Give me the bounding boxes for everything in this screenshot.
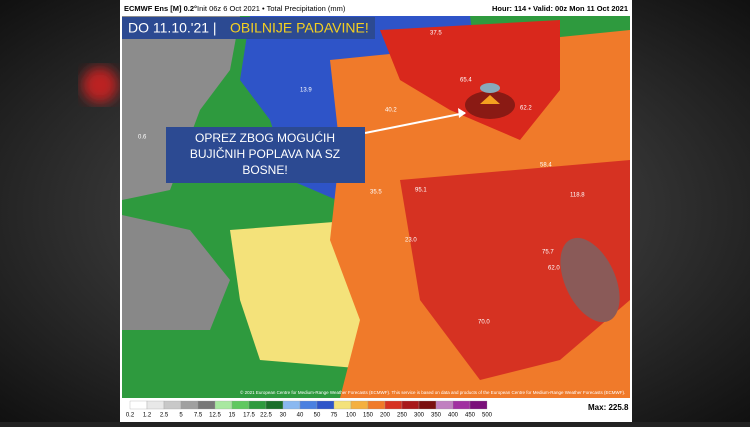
map-label: 62.0 [548, 266, 560, 272]
map-label: 58.4 [540, 163, 552, 169]
banner-title: OBILNIJE PADAVINE! [230, 20, 369, 36]
bg-light [82, 67, 118, 103]
legend-label: 200 [380, 413, 391, 419]
legend-label: 450 [465, 413, 476, 419]
map-label: 95.1 [415, 188, 427, 194]
init: Init 06z 6 Oct 2021 • Total Precipitatio… [197, 4, 346, 13]
legend-label: 0.2 [126, 413, 135, 419]
legend-label: 12.5 [209, 413, 221, 419]
arrow [364, 112, 466, 134]
legend-swatch [163, 400, 182, 410]
legend-label: 1.2 [143, 413, 152, 419]
map-label: 35.5 [370, 190, 382, 196]
legend-label: 50 [314, 413, 321, 419]
map-label: 37.5 [430, 31, 442, 37]
footer: © 2021 European Centre for Medium-Range … [240, 389, 625, 395]
legend-swatch [469, 400, 488, 410]
legend-swatch [248, 400, 267, 410]
legend-swatch [333, 400, 352, 410]
red-area [400, 160, 630, 380]
legend-label: 100 [346, 413, 357, 419]
legend-swatch [129, 400, 148, 410]
legend-label: 22.5 [260, 413, 272, 419]
map-label: 75.7 [542, 250, 554, 256]
legend-label: 17.5 [243, 413, 255, 419]
legend-swatch [265, 400, 284, 410]
arrow-head [458, 108, 466, 118]
callout-box [166, 127, 365, 183]
legend-swatch [180, 400, 199, 410]
legend-swatch [231, 400, 250, 410]
house-icon [480, 95, 500, 104]
legend-label: 5 [179, 413, 183, 419]
legend-label: 500 [482, 413, 493, 419]
callout: OPREZ ZBOG MOGUĆIH BUJIČNIH POPLAVA NA SZ… [190, 130, 340, 177]
legend-label: 2.5 [160, 413, 169, 419]
legend-label: 400 [448, 413, 459, 419]
legend-label: 250 [397, 413, 408, 419]
legend-swatch [384, 400, 403, 410]
legend-swatch [316, 400, 335, 410]
model: ECMWF Ens [M] 0.2° [124, 4, 197, 13]
map [122, 16, 630, 398]
cloud-icon [480, 83, 500, 93]
legend-swatch [197, 400, 216, 410]
legend-swatch [146, 400, 165, 410]
max: Max: 225.8 [588, 403, 629, 412]
valid: Hour: 114 • Valid: 00z Mon 11 Oct 2021 [492, 4, 628, 13]
legend-label: 350 [431, 413, 442, 419]
map-label: 23.0 [405, 238, 417, 244]
legend-label: 75 [331, 413, 338, 419]
legend-swatch [401, 400, 420, 410]
max-area [560, 237, 620, 323]
map-label: 13.9 [300, 88, 312, 94]
legend-label: 150 [363, 413, 374, 419]
grey-area [122, 16, 240, 200]
legend-label: 40 [297, 413, 304, 419]
map-label: 70.0 [478, 320, 490, 326]
legend-swatch [350, 400, 369, 410]
map-label: 65.4 [460, 78, 472, 84]
legend-label: 300 [414, 413, 425, 419]
red-area [380, 20, 560, 140]
legend-swatch [367, 400, 386, 410]
legend-swatch [299, 400, 318, 410]
target-area [465, 91, 515, 119]
legend-label: 7.5 [194, 413, 203, 419]
map-label: 0.6 [138, 135, 147, 141]
header-bar [120, 0, 632, 16]
map-label: 40.2 [385, 108, 397, 114]
map-labels: 37.5 65.4 62.2 58.4 95.1 118.8 62.0 75.7 70.0 35.… [138, 31, 585, 326]
legend: 0.2 1.2 2.5 5 7.5 12.5 15 17.5 22.5 30 40 50 75 100 15… [126, 400, 493, 419]
legend-label: 15 [229, 413, 236, 419]
legend-swatch [418, 400, 437, 410]
banner [122, 17, 375, 39]
map-label: 118.8 [570, 193, 585, 199]
grey-area [122, 215, 230, 330]
legend-swatch [214, 400, 233, 410]
banner-date: DO 11.10.'21 | [128, 20, 217, 36]
legend-swatch [452, 400, 471, 410]
legend-label: 30 [280, 413, 287, 419]
legend-swatch [435, 400, 454, 410]
map-label: 62.2 [520, 106, 532, 112]
legend-swatch [282, 400, 301, 410]
